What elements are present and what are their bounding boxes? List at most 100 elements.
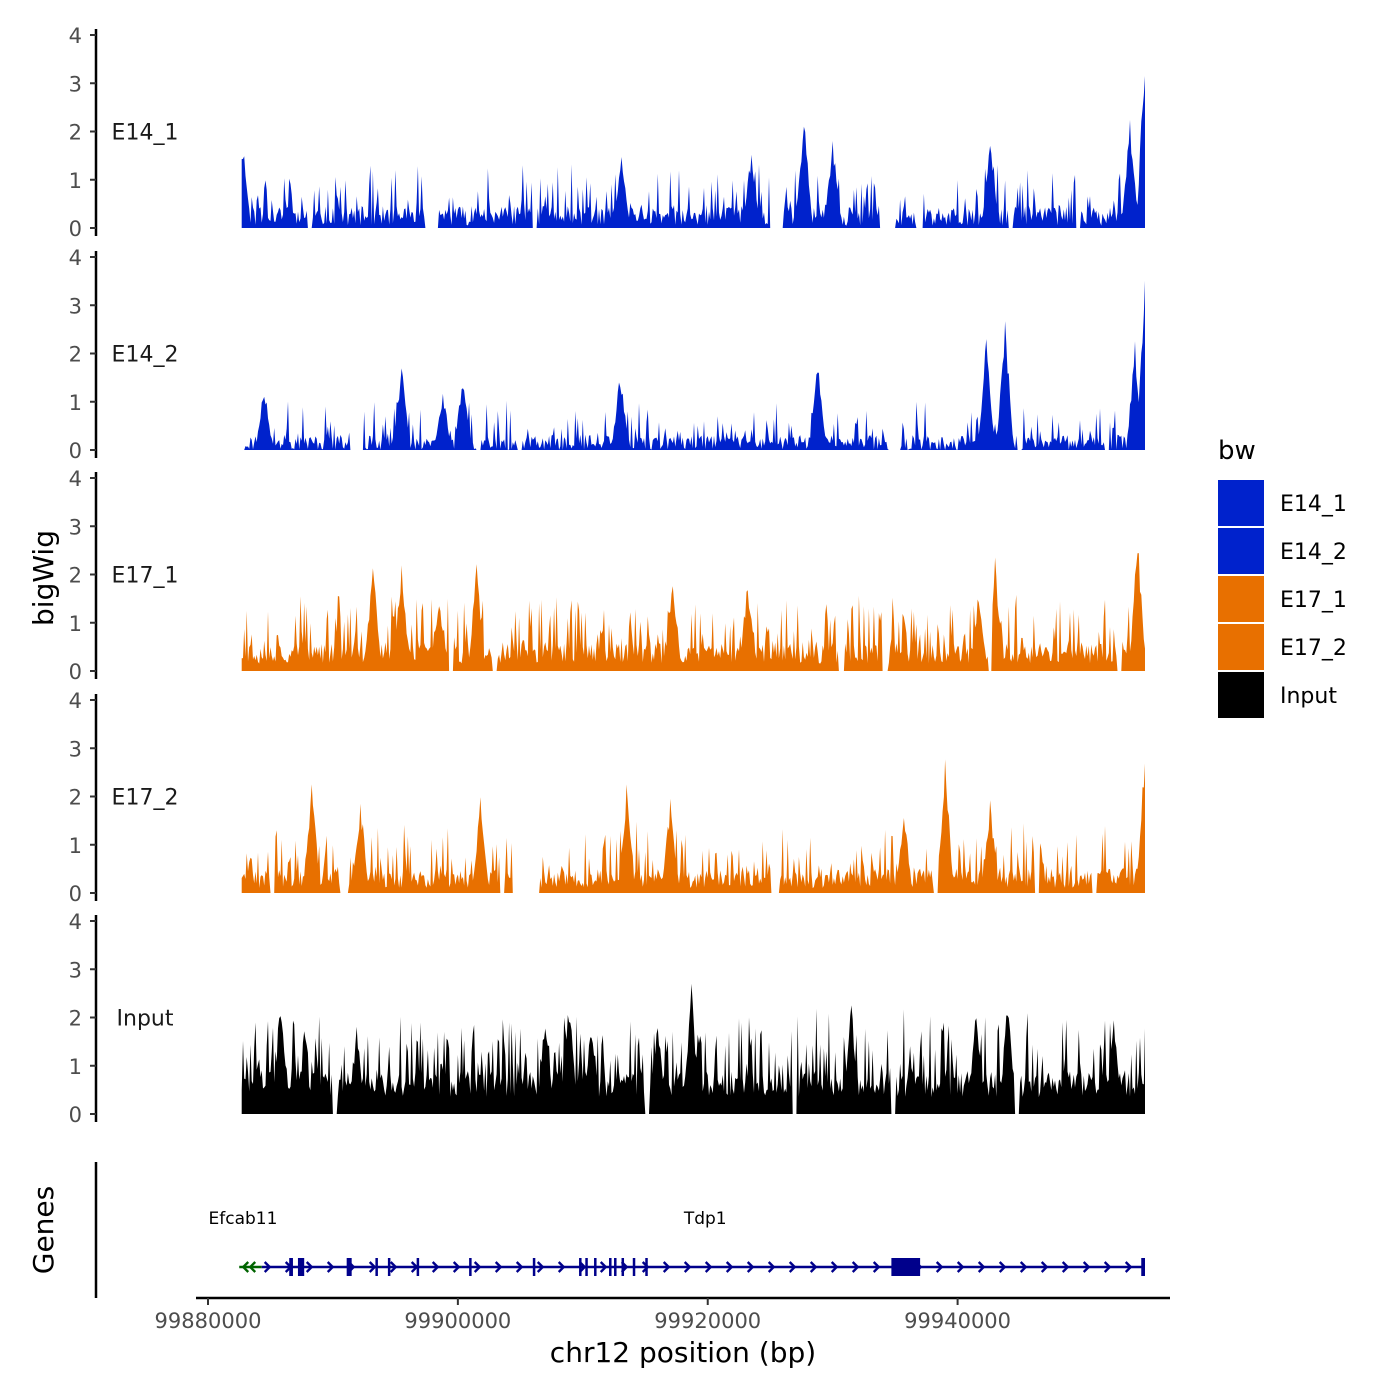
track-label: E17_1 <box>112 564 179 589</box>
y-tick-label: 3 <box>69 515 82 539</box>
strand-chevron <box>536 1261 545 1273</box>
legend-swatch <box>1218 480 1264 526</box>
exon <box>594 1258 597 1276</box>
strand-chevron <box>662 1261 671 1273</box>
strand-chevron <box>515 1261 524 1273</box>
strand-chevron <box>704 1261 713 1273</box>
y-tick-label: 2 <box>69 1007 82 1031</box>
bigwig-tracks: 0 1 2 3 4 E14_1 0 1 2 3 4 E14_2 0 1 2 3 4 E17_1 0 1 2 3 4 E17_2… <box>69 24 1145 1127</box>
exon <box>416 1258 420 1276</box>
strand-chevron <box>998 1261 1007 1273</box>
track-e14-2: 0 1 2 3 4 E14_2 <box>69 246 1145 463</box>
exon <box>346 1258 352 1276</box>
gene-tdp1: Tdp1 <box>261 1209 1145 1276</box>
strand-chevron <box>1103 1261 1112 1273</box>
y-tick-label: 0 <box>69 660 82 684</box>
x-axis: chr12 position (bp) 99880000 99900000 9992… <box>155 1296 1170 1369</box>
y-tick-label: 4 <box>69 467 82 491</box>
strand-chevron <box>788 1261 797 1273</box>
y-tick-label: 3 <box>69 72 82 96</box>
legend-label: E17_1 <box>1280 588 1347 613</box>
strand-chevron <box>725 1261 734 1273</box>
y-tick-label: 4 <box>69 24 82 48</box>
track-e14-1: 0 1 2 3 4 E14_1 <box>69 24 1145 241</box>
track-input: 0 1 2 3 4 Input <box>69 910 1145 1127</box>
legend-label: E17_2 <box>1280 636 1347 661</box>
track-e17-2: 0 1 2 3 4 E17_2 <box>69 689 1145 906</box>
y-tick-label: 4 <box>69 246 82 270</box>
legend-label: E14_2 <box>1280 540 1347 565</box>
legend-swatch <box>1218 528 1264 574</box>
legend-swatch <box>1218 672 1264 718</box>
strand-chevron <box>956 1261 965 1273</box>
strand-chevron <box>809 1261 818 1273</box>
gene-label: Efcab11 <box>209 1209 278 1229</box>
y-tick-label: 1 <box>69 1055 82 1079</box>
strand-chevron <box>326 1261 335 1273</box>
strand-chevron <box>263 1261 272 1273</box>
signal-area-input <box>241 983 1145 1114</box>
legend-swatch <box>1218 624 1264 670</box>
legend-title: bw <box>1218 436 1256 466</box>
exon <box>387 1258 391 1276</box>
strand-chevron <box>473 1261 482 1273</box>
track-label: E17_2 <box>112 786 179 811</box>
exon <box>614 1258 617 1276</box>
y-tick-label: 4 <box>69 689 82 713</box>
gene-label: Tdp1 <box>683 1209 727 1229</box>
signal-area-e14-1 <box>241 76 1145 228</box>
exon <box>585 1258 588 1276</box>
strand-chevron <box>767 1261 776 1273</box>
exon <box>375 1258 378 1276</box>
x-axis-title: chr12 position (bp) <box>550 1336 816 1369</box>
strand-chevron <box>557 1261 566 1273</box>
x-tick-label: 99900000 <box>404 1309 511 1333</box>
exon <box>469 1258 472 1276</box>
x-tick-label: 99880000 <box>155 1309 262 1333</box>
y-tick-label: 2 <box>69 121 82 145</box>
strand-chevron <box>599 1261 608 1273</box>
exon <box>621 1258 625 1276</box>
y-tick-label: 3 <box>69 958 82 982</box>
y-tick-label: 2 <box>69 343 82 367</box>
exon <box>1141 1258 1145 1276</box>
y-tick-label: 3 <box>69 737 82 761</box>
gene-track-title: Genes <box>27 1186 60 1274</box>
strand-chevron <box>1082 1261 1091 1273</box>
y-tick-label: 1 <box>69 391 82 415</box>
track-e17-1: 0 1 2 3 4 E17_1 <box>69 467 1145 684</box>
strand-chevron <box>241 1261 250 1273</box>
signal-area-e17-2 <box>241 759 1145 893</box>
strand-chevron <box>305 1261 314 1273</box>
track-label: E14_1 <box>112 121 179 146</box>
y-tick-label: 0 <box>69 882 82 906</box>
legend-label: E14_1 <box>1280 492 1347 517</box>
y-tick-label: 1 <box>69 834 82 858</box>
y-tick-label: 2 <box>69 564 82 588</box>
strand-chevron <box>830 1261 839 1273</box>
track-label: Input <box>117 1007 174 1032</box>
strand-chevron <box>1061 1261 1070 1273</box>
legend-swatch <box>1218 576 1264 622</box>
strand-chevron <box>935 1261 944 1273</box>
gene-track: Genes Efcab11 Tdp1 <box>27 1162 1145 1298</box>
strand-chevron <box>431 1261 440 1273</box>
exon <box>297 1258 305 1276</box>
y-tick-label: 2 <box>69 786 82 810</box>
strand-chevron <box>977 1261 986 1273</box>
gene-efcab11: Efcab11 <box>209 1209 278 1273</box>
signal-area-e14-2 <box>241 280 1145 450</box>
strand-chevron <box>389 1261 398 1273</box>
strand-chevron <box>248 1261 257 1273</box>
strand-chevron <box>1124 1261 1133 1273</box>
exon <box>891 1258 921 1276</box>
y-axis-title: bigWig <box>27 530 60 626</box>
y-tick-label: 0 <box>69 1103 82 1127</box>
exon <box>579 1258 582 1276</box>
legend: bw E14_1 E14_2 E17_1 E17_2 Input <box>1218 436 1347 718</box>
strand-chevron <box>452 1261 461 1273</box>
strand-chevron <box>872 1261 881 1273</box>
exon <box>609 1258 612 1276</box>
y-tick-label: 4 <box>69 910 82 934</box>
